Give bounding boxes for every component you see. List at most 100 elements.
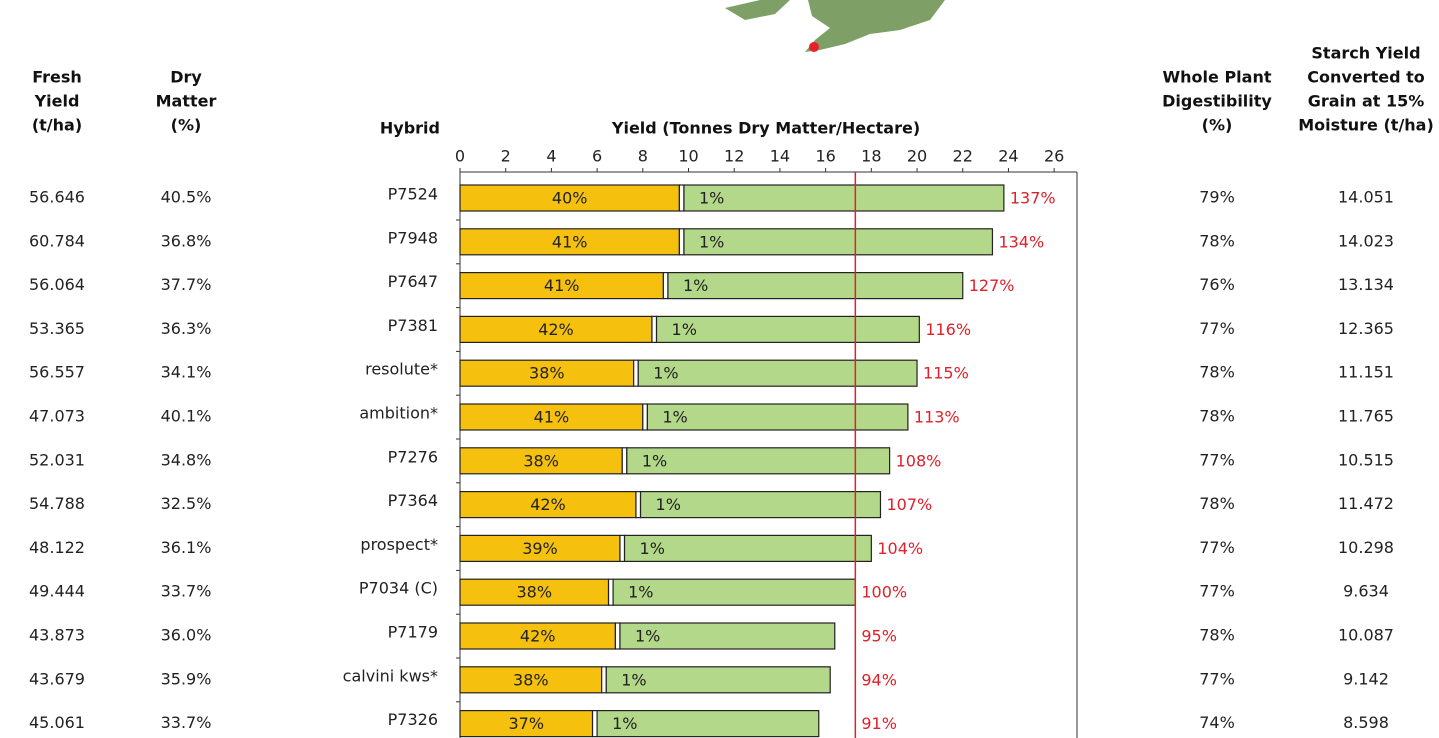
segment-label: 38% xyxy=(516,583,552,602)
table-cell: 11.765 xyxy=(1338,407,1394,426)
total-label: 113% xyxy=(914,408,960,427)
column-header: Moisture (t/ha) xyxy=(1298,116,1434,135)
table-cell: 10.298 xyxy=(1338,538,1394,557)
table-cell: 36.3% xyxy=(161,319,212,338)
column-header: Grain at 15% xyxy=(1308,92,1425,111)
table-cell: 36.1% xyxy=(161,538,212,557)
table-cell: 76% xyxy=(1199,275,1235,294)
table-cell: 45.061 xyxy=(29,713,85,732)
column-header: (%) xyxy=(1202,116,1233,135)
table-cell: 60.784 xyxy=(29,231,85,250)
bar-segment xyxy=(591,709,598,738)
segment-label: 1% xyxy=(635,627,660,646)
table-cell: 9.142 xyxy=(1343,669,1389,688)
bar-segment xyxy=(459,359,635,387)
table-cell: 36.8% xyxy=(161,231,212,250)
table-cell: 13.134 xyxy=(1338,275,1394,294)
bar-segment xyxy=(678,184,685,212)
table-cell: 11.472 xyxy=(1338,494,1394,513)
x-tick-label: 8 xyxy=(638,147,648,166)
table-cell: 10.087 xyxy=(1338,626,1394,645)
column-header: Whole Plant xyxy=(1163,68,1272,87)
category-label: P7524 xyxy=(388,185,438,204)
bar-segment xyxy=(607,578,614,606)
bar-segment xyxy=(662,272,669,300)
table-cell: 78% xyxy=(1199,363,1235,382)
category-label: P7364 xyxy=(388,491,438,510)
table-cell: 37.7% xyxy=(161,275,212,294)
bar-segment xyxy=(459,622,616,650)
segment-label: 38% xyxy=(529,364,565,383)
segment-label: 1% xyxy=(656,495,681,514)
bar-segment xyxy=(619,534,626,563)
bar-segment xyxy=(633,359,639,387)
table-cell: 79% xyxy=(1199,188,1235,207)
segment-label: 1% xyxy=(628,583,653,602)
column-header: Dry xyxy=(170,68,202,87)
table-cell: 40.1% xyxy=(161,407,212,426)
column-header: Yield xyxy=(34,92,80,111)
table-cell: 9.634 xyxy=(1343,582,1389,601)
total-label: 95% xyxy=(861,627,897,646)
bar-segment xyxy=(651,315,658,343)
segment-label: 38% xyxy=(513,670,549,689)
segment-label: 1% xyxy=(683,276,708,295)
bar-segment xyxy=(459,491,637,519)
segment-label: 1% xyxy=(612,714,637,733)
segment-label: 1% xyxy=(653,364,678,383)
segment-label: 42% xyxy=(520,627,556,646)
category-label: P7179 xyxy=(388,623,438,642)
total-label: 137% xyxy=(1010,189,1056,208)
x-tick-label: 12 xyxy=(724,147,744,166)
table-cell: 77% xyxy=(1199,319,1235,338)
bar-segment xyxy=(667,272,964,300)
x-tick-label: 6 xyxy=(592,147,602,166)
bar-segment xyxy=(459,315,653,343)
table-cell: 54.788 xyxy=(29,494,85,513)
x-tick-label: 0 xyxy=(455,147,465,166)
table-cell: 43.873 xyxy=(29,626,85,645)
category-label: calvini kws* xyxy=(343,666,438,685)
table-cell: 77% xyxy=(1199,669,1235,688)
table-cell: 8.598 xyxy=(1343,713,1389,732)
bar-segment xyxy=(459,666,603,694)
table-cell: 56.557 xyxy=(29,363,85,382)
x-tick-label: 20 xyxy=(907,147,927,166)
bar-segment xyxy=(621,447,628,475)
table-cell: 78% xyxy=(1199,231,1235,250)
segment-label: 1% xyxy=(640,539,665,558)
table-cell: 36.0% xyxy=(161,626,212,645)
total-label: 134% xyxy=(998,232,1044,251)
column-header: (%) xyxy=(171,116,202,135)
segment-label: 40% xyxy=(552,189,588,208)
segment-label: 1% xyxy=(672,320,697,339)
table-cell: 52.031 xyxy=(29,450,85,469)
x-tick-label: 16 xyxy=(815,147,835,166)
chart-title: Yield (Tonnes Dry Matter/Hectare) xyxy=(611,119,920,138)
column-header: Matter xyxy=(156,92,217,111)
table-cell: 53.365 xyxy=(29,319,85,338)
bar-segment xyxy=(459,228,680,256)
table-cell: 14.023 xyxy=(1338,231,1394,250)
total-label: 127% xyxy=(969,276,1015,295)
category-label: ambition* xyxy=(359,404,438,423)
x-tick-label: 4 xyxy=(546,147,556,166)
x-tick-label: 10 xyxy=(678,147,698,166)
segment-label: 37% xyxy=(508,714,544,733)
bar-segment xyxy=(642,403,648,431)
table-cell: 11.151 xyxy=(1338,363,1394,382)
segment-label: 38% xyxy=(523,451,559,470)
bar-segment xyxy=(655,315,920,343)
category-label: resolute* xyxy=(365,360,438,379)
total-label: 108% xyxy=(896,451,942,470)
column-header: Fresh xyxy=(32,68,82,87)
category-label: prospect* xyxy=(360,535,438,554)
table-cell: 33.7% xyxy=(161,582,212,601)
table-cell: 12.365 xyxy=(1338,319,1394,338)
bar-segment xyxy=(459,534,621,563)
bar-segment xyxy=(601,666,607,694)
segment-label: 42% xyxy=(538,320,574,339)
bar-segment xyxy=(459,578,610,606)
